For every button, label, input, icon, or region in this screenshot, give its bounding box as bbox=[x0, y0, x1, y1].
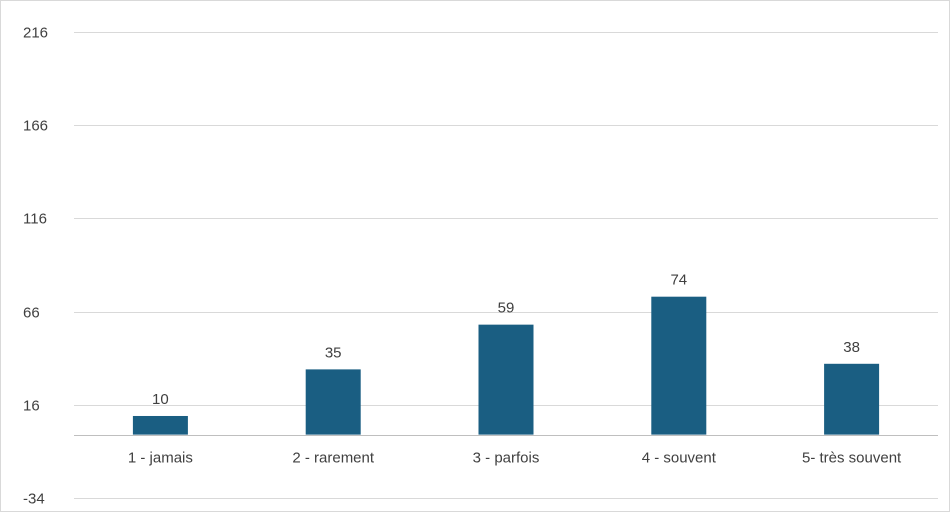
y-tick-label: 116 bbox=[23, 211, 47, 228]
data-label: 10 bbox=[152, 391, 169, 408]
y-tick-label: -34 bbox=[23, 491, 45, 508]
bar bbox=[132, 415, 188, 435]
y-tick-label: 66 bbox=[23, 305, 40, 322]
data-label: 35 bbox=[325, 344, 342, 361]
x-tick-label: 4 - souvent bbox=[642, 450, 717, 467]
bar bbox=[305, 369, 361, 435]
data-label: 59 bbox=[498, 300, 515, 317]
x-tick-label: 2 - rarement bbox=[292, 450, 375, 467]
bar bbox=[824, 363, 880, 435]
bar bbox=[651, 296, 707, 435]
data-label: 38 bbox=[843, 339, 860, 356]
y-tick-label: 16 bbox=[23, 398, 40, 415]
y-tick-label: 166 bbox=[23, 118, 48, 135]
bar bbox=[478, 324, 534, 435]
x-tick-label: 5- très souvent bbox=[802, 450, 902, 467]
x-tick-label: 1 - jamais bbox=[128, 450, 193, 467]
y-tick-label: 216 bbox=[23, 25, 48, 42]
data-label: 74 bbox=[670, 272, 687, 289]
x-tick-label: 3 - parfois bbox=[473, 450, 540, 467]
